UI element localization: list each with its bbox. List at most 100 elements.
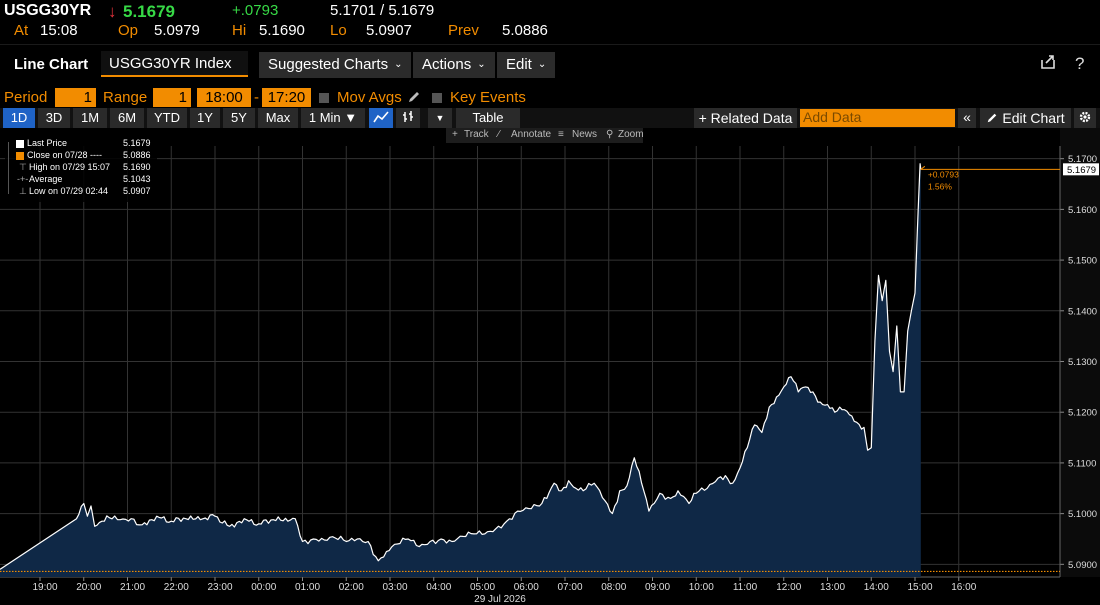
table-button[interactable]: Table [456, 108, 520, 128]
x-tick-label: 19:00 [32, 582, 57, 593]
range-button-3d[interactable]: 3D [38, 108, 70, 128]
range-label: Range [103, 89, 148, 106]
x-tick-label: 10:00 [689, 582, 714, 593]
collapse-icon[interactable]: « [958, 108, 976, 128]
y-tick-label: 5.1100 [1068, 458, 1096, 469]
legend-bracket [8, 142, 16, 194]
x-tick-label: 01:00 [295, 582, 320, 593]
range-button-6m[interactable]: 6M [110, 108, 144, 128]
settings-gear-icon[interactable] [1074, 108, 1096, 128]
bid-ask: 5.1701 / 5.1679 [330, 2, 435, 19]
range-button-1y[interactable]: 1Y [190, 108, 220, 128]
high-value: 5.1690 [259, 22, 305, 39]
zoom-button[interactable]: Zoom [618, 129, 644, 140]
related-data-button[interactable]: + Related Data [694, 108, 797, 128]
legend-row-close: Close on 07/28 ---- 5.0886 [5, 150, 157, 162]
white-swatch-icon [16, 140, 24, 148]
range-button-5y[interactable]: 5Y [223, 108, 255, 128]
legend-row-average: -+- Average 5.1043 [5, 174, 157, 186]
annotate-icon[interactable]: ⁄ [498, 129, 500, 140]
chart-title: Line Chart [14, 56, 89, 73]
x-tick-label: 16:00 [951, 582, 976, 593]
pct-annotation: 1.56% [928, 181, 953, 191]
mov-avgs-label[interactable]: Mov Avgs [337, 89, 402, 106]
x-tick-label: 14:00 [864, 582, 889, 593]
end-time-field[interactable]: 17:20 [262, 88, 311, 107]
range-button-max[interactable]: Max [258, 108, 298, 128]
suggested-charts-label: Suggested Charts [268, 56, 389, 73]
track-button[interactable]: Track [464, 129, 489, 140]
period-label: Period [4, 89, 48, 106]
start-time-field[interactable]: 18:00 [197, 88, 251, 107]
legend-value: 5.1043 [123, 174, 151, 184]
at-label: At [14, 22, 29, 39]
line-chart-icon[interactable] [369, 108, 393, 128]
chart-type-dropdown-icon[interactable]: ▼ [428, 108, 452, 128]
bar-chart-icon[interactable] [396, 108, 420, 128]
track-icon[interactable]: + [452, 129, 458, 140]
x-tick-label: 15:00 [907, 582, 932, 593]
edit-chart-button[interactable]: Edit Chart [980, 108, 1071, 128]
y-axis-panel [1060, 128, 1100, 577]
news-button[interactable]: News [572, 129, 598, 140]
legend-label: High on 07/29 15:07 [29, 162, 111, 172]
last-price-tick [920, 165, 926, 170]
legend-label: Last Price [27, 138, 68, 148]
x-tick-label: 13:00 [820, 582, 845, 593]
period-row: Period 1 Range 1 18:00 - 17:20 Mov Avgs … [0, 88, 1100, 108]
y-tick-label: 5.1200 [1068, 408, 1097, 419]
average-marker-icon: -+- [17, 174, 29, 184]
x-tick-label: 12:00 [776, 582, 801, 593]
low-marker-icon: ⊥ [19, 186, 27, 196]
open-value: 5.0979 [154, 22, 200, 39]
x-tick-label: 04:00 [426, 582, 451, 593]
interval-select[interactable]: 1 Min ▼ [301, 108, 365, 128]
security-field[interactable]: USGG30YR Index [101, 51, 248, 77]
add-data-input[interactable]: Add Data [800, 109, 955, 127]
net-change: +.0793 [232, 2, 279, 19]
y-tick-label: 5.1600 [1068, 205, 1097, 216]
pencil-icon[interactable] [407, 90, 421, 108]
x-tick-label: 20:00 [76, 582, 101, 593]
pencil-icon [988, 113, 997, 123]
range-button-1m[interactable]: 1M [73, 108, 107, 128]
period-field[interactable]: 1 [55, 88, 96, 107]
edit-label: Edit [506, 56, 532, 73]
x-tick-label: 07:00 [557, 582, 582, 593]
range-field[interactable]: 1 [153, 88, 191, 107]
x-tick-label: 22:00 [164, 582, 189, 593]
y-tick-label: 5.1400 [1068, 306, 1097, 317]
annotate-button[interactable]: Annotate [511, 129, 552, 140]
change-annotation: +0.0793 [928, 169, 959, 179]
last-price: 5.1679 [123, 2, 175, 21]
key-events-label[interactable]: Key Events [450, 89, 526, 106]
legend-value: 5.0886 [123, 150, 151, 160]
orange-swatch-icon [16, 152, 24, 160]
high-label: Hi [232, 22, 247, 39]
range-button-ytd[interactable]: YTD [147, 108, 187, 128]
x-tick-label: 21:00 [120, 582, 145, 593]
y-tick-label: 5.1700 [1068, 154, 1097, 165]
chart-toolbar: Line Chart USGG30YR Index Suggested Char… [0, 44, 1100, 84]
price-chart[interactable]: 19:00 20:00 21:00 22:00 23:00 00:00 01:00 02:00… [0, 128, 1100, 605]
range-dash: - [254, 89, 259, 106]
prev-value: 5.0886 [502, 22, 548, 39]
range-button-1d[interactable]: 1D [3, 108, 35, 128]
help-icon[interactable]: ? [1075, 54, 1085, 73]
chevron-down-icon: ⌄ [537, 59, 547, 70]
mov-avgs-checkbox[interactable] [319, 93, 329, 103]
zoom-icon[interactable]: ⚲ [606, 129, 614, 140]
y-tick-label: 5.1000 [1068, 509, 1097, 520]
news-icon[interactable]: ≡ [558, 129, 564, 140]
suggested-charts-button[interactable]: Suggested Charts ⌄ [259, 52, 412, 78]
legend-value: 5.0907 [123, 186, 151, 196]
export-icon[interactable] [1040, 54, 1056, 75]
legend-value: 5.1690 [123, 162, 151, 172]
edit-button[interactable]: Edit ⌄ [497, 52, 556, 78]
key-events-checkbox[interactable] [432, 93, 442, 103]
price-area [0, 163, 921, 577]
actions-label: Actions [422, 56, 472, 73]
actions-button[interactable]: Actions ⌄ [413, 52, 495, 78]
high-marker-icon: ⊤ [19, 162, 27, 172]
open-label: Op [118, 22, 139, 39]
